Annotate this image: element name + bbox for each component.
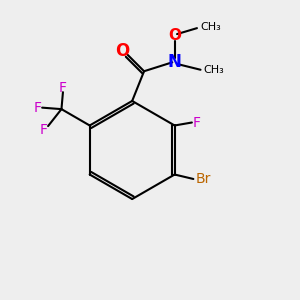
Text: O: O bbox=[168, 28, 181, 43]
Text: F: F bbox=[193, 116, 201, 130]
Text: CH₃: CH₃ bbox=[203, 65, 224, 75]
Text: N: N bbox=[168, 53, 182, 71]
Text: F: F bbox=[34, 100, 42, 115]
Text: Br: Br bbox=[196, 172, 211, 186]
Text: CH₃: CH₃ bbox=[200, 22, 221, 32]
Text: O: O bbox=[115, 42, 130, 60]
Text: F: F bbox=[40, 123, 48, 137]
Text: F: F bbox=[59, 81, 67, 95]
